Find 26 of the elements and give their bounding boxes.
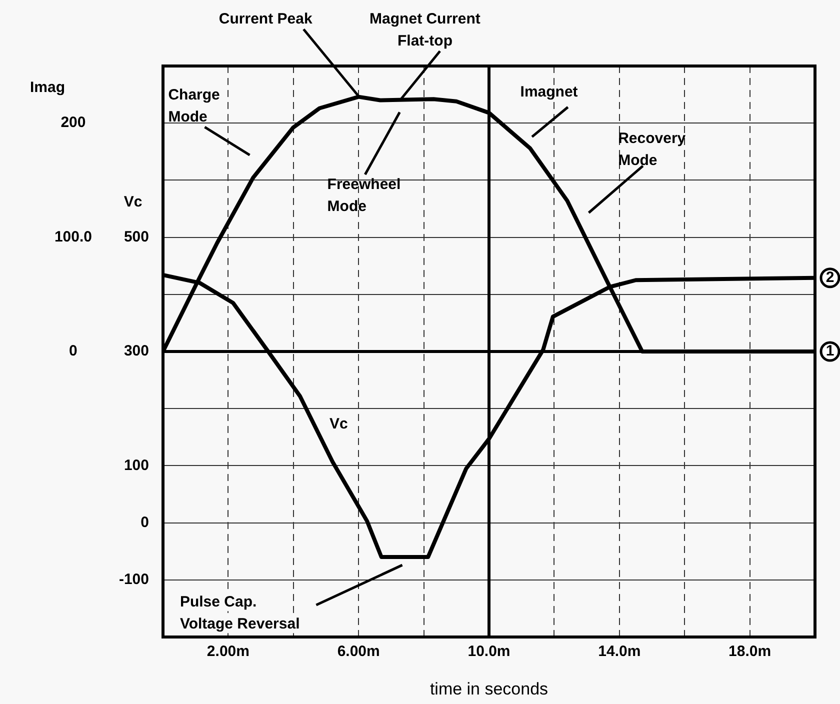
y-tick-label: -100: [118, 571, 149, 588]
y-tick-label: 0: [140, 514, 149, 531]
annotation: Magnet Current Flat-top: [370, 10, 480, 50]
x-tick-label: 6.00m: [337, 643, 380, 660]
annotation: Vc: [329, 415, 348, 432]
y-tick-label: 300: [124, 342, 149, 360]
annotation: Recovery Mode: [618, 130, 686, 170]
y2-tick-label: 100.0: [54, 228, 92, 246]
y2-tick-label: 200: [60, 114, 86, 132]
annotation: Current Peak: [218, 10, 313, 28]
x-axis-title: time in seconds: [430, 679, 548, 698]
annotation: 2: [826, 268, 834, 286]
y2-axis-title: Imag: [30, 79, 66, 96]
annotation: Pulse Cap. Voltage Reversal: [180, 593, 300, 632]
annotation: Imagnet: [520, 83, 578, 100]
annotation: 1: [826, 342, 834, 360]
x-tick-label: 18.0m: [728, 643, 772, 660]
x-tick-label: 2.00m: [206, 643, 250, 660]
y-axis-title: Vc: [124, 193, 142, 210]
annotation: Freewheel Mode: [327, 176, 401, 215]
x-tick-label: 14.0m: [598, 643, 641, 660]
y-tick-label: 500: [124, 228, 149, 246]
annotation: Charge Mode: [168, 86, 220, 126]
y-tick-label: 100: [124, 456, 149, 474]
x-tick-label: 10.0m: [468, 643, 510, 660]
y2-tick-label: 0: [69, 342, 78, 360]
